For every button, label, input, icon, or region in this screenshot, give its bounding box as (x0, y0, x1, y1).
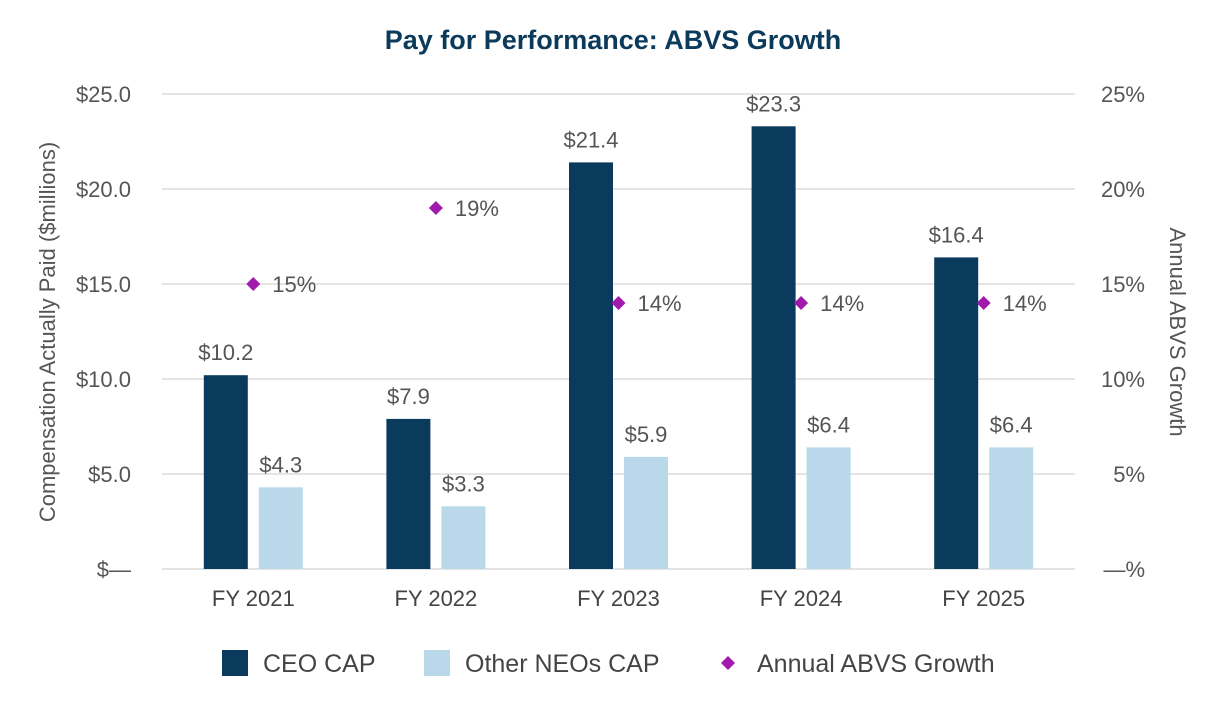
y-tick-label: $— (97, 557, 131, 582)
ceo-cap-data-label: $7.9 (387, 384, 430, 409)
other-neos-cap-bar (258, 487, 303, 569)
y2-tick-label: 15% (1101, 272, 1145, 297)
abvs-growth-marker (794, 296, 809, 310)
legend-swatch-abvs-growth-icon (721, 656, 735, 670)
ceo-cap-data-label: $10.2 (198, 340, 253, 365)
ceo-cap-bar (751, 126, 796, 570)
legend-swatch-ceo-cap (222, 650, 248, 676)
y2-tick-label: 25% (1101, 82, 1145, 107)
abvs-growth-data-label: 14% (1003, 291, 1047, 316)
abvs-growth-data-label: 14% (638, 291, 682, 316)
y2-tick-label: 5% (1113, 462, 1145, 487)
y2-axis-ticks: —% 5% 10% 15% 20% 25% (1101, 82, 1145, 582)
legend-label: CEO CAP (263, 650, 376, 678)
growth-markers: 15% 19% 14% 14% 14% (246, 196, 1047, 316)
x-axis-ticks: FY 2021 FY 2022 FY 2023 FY 2024 FY 2025 (212, 586, 1025, 611)
x-tick-label: FY 2024 (760, 586, 843, 611)
legend-swatch-other-neos-cap (424, 650, 450, 676)
ceo-cap-data-label: $23.3 (746, 91, 801, 116)
x-tick-label: FY 2021 (212, 586, 295, 611)
y-tick-label: $25.0 (76, 82, 131, 107)
other-neos-cap-data-label: $6.4 (807, 412, 850, 437)
legend-label: Annual ABVS Growth (757, 650, 995, 678)
x-tick-label: FY 2022 (395, 586, 478, 611)
abvs-growth-marker (428, 201, 443, 215)
abvs-growth-data-label: 15% (272, 272, 316, 297)
x-tick-label: FY 2023 (577, 586, 660, 611)
legend-label: Other NEOs CAP (465, 650, 660, 678)
abvs-growth-data-label: 14% (820, 291, 864, 316)
ceo-cap-bar (569, 162, 613, 569)
other-neos-cap-bar (441, 506, 486, 569)
abvs-growth-data-label: 19% (455, 196, 499, 221)
chart-title: Pay for Performance: ABVS Growth (385, 25, 842, 55)
other-neos-cap-data-label: $3.3 (442, 471, 485, 496)
y-tick-label: $15.0 (76, 272, 131, 297)
y-axis-ticks: $— $5.0 $10.0 $15.0 $20.0 $25.0 (76, 82, 131, 582)
ceo-cap-data-label: $21.4 (563, 127, 618, 152)
other-neos-cap-bar (989, 447, 1034, 569)
ceo-cap-bar (934, 257, 979, 569)
abvs-growth-marker (246, 277, 261, 291)
other-neos-cap-data-label: $5.9 (625, 422, 668, 447)
ceo-cap-data-label: $16.4 (929, 222, 984, 247)
abvs-growth-marker (611, 296, 626, 310)
abvs-growth-marker (976, 296, 991, 310)
other-neos-cap-data-label: $6.4 (990, 412, 1033, 437)
y2-tick-label: 20% (1101, 177, 1145, 202)
y2-tick-label: 10% (1101, 367, 1145, 392)
y-tick-label: $10.0 (76, 367, 131, 392)
ceo-cap-bar (203, 375, 248, 569)
x-tick-label: FY 2025 (942, 586, 1025, 611)
bars: $10.2 $4.3 $7.9 $3.3 $21.4 $5.9 $23.3 $6.4 $16.4… (198, 91, 1034, 570)
other-neos-cap-data-label: $4.3 (259, 452, 302, 477)
other-neos-cap-bar (806, 447, 851, 569)
ceo-cap-bar (386, 418, 431, 569)
y-axis-label: Compensation Actually Paid ($millions) (35, 142, 60, 522)
y-tick-label: $20.0 (76, 177, 131, 202)
gridlines (162, 93, 1075, 570)
y2-axis-label: Annual ABVS Growth (1165, 227, 1190, 436)
legend: CEO CAP Other NEOs CAP Annual ABVS Growth (222, 650, 995, 678)
other-neos-cap-bar (624, 456, 668, 569)
y2-tick-label: —% (1103, 557, 1145, 582)
y-tick-label: $5.0 (88, 462, 131, 487)
